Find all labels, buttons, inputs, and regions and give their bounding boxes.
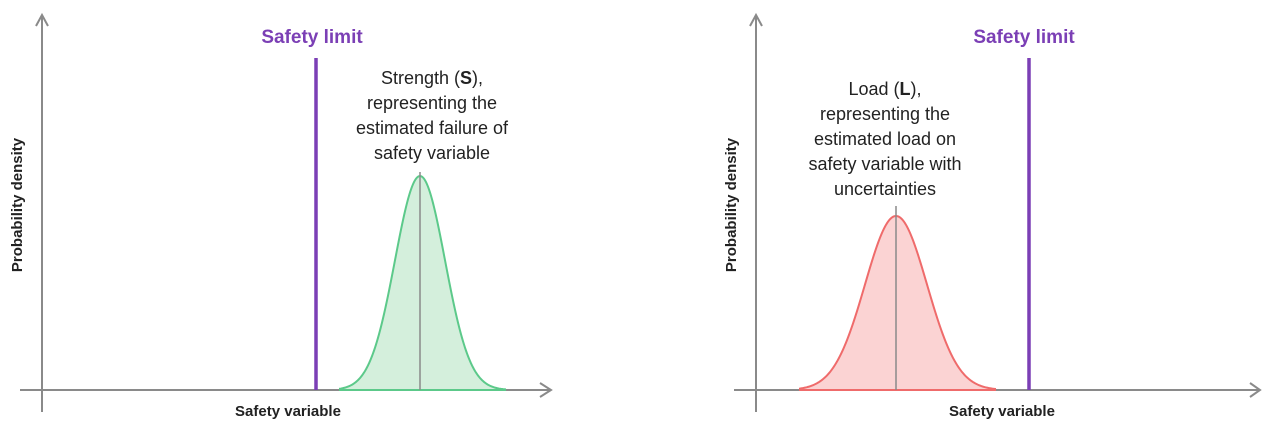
annotation-text: estimated load on [814,129,956,149]
y-axis-arrowhead [749,12,763,27]
y-axis-label: Probability density [723,137,740,272]
load-annotation: Load (L), representing the estimated load … [808,79,961,199]
y-axis-label: Probability density [9,137,26,272]
safety-limit-label: Safety limit [973,27,1075,48]
annotation-text: representing the [367,93,497,113]
annotation-text: ), [911,79,922,99]
annotation-text: L [900,79,911,99]
annotation-text: Load ( [848,79,899,99]
annotation-text: ), [472,68,483,88]
annotation-text: uncertainties [834,179,936,199]
strength-distribution-curve [339,174,506,391]
x-axis-arrowhead [1249,382,1262,398]
annotation-text: estimated failure of [356,118,509,138]
x-axis-arrowhead [539,382,553,398]
strength-annotation: Strength (S), representing the estimated f… [356,68,509,163]
annotation-text: safety variable [374,143,490,163]
x-axis-label: Safety variable [235,403,341,420]
load-distribution-curve [799,214,996,391]
y-axis-arrowhead [35,12,49,27]
load-panel: Probability density Safety variable Safe… [723,12,1262,420]
annotation-text: Strength ( [381,68,460,88]
annotation-text: S [460,68,472,88]
x-axis-label: Safety variable [949,403,1055,420]
strength-panel: Probability density Safety variable Safe… [9,12,553,420]
annotation-text: safety variable with [808,154,961,174]
safety-limit-label: Safety limit [261,27,363,48]
annotation-text: representing the [820,104,950,124]
